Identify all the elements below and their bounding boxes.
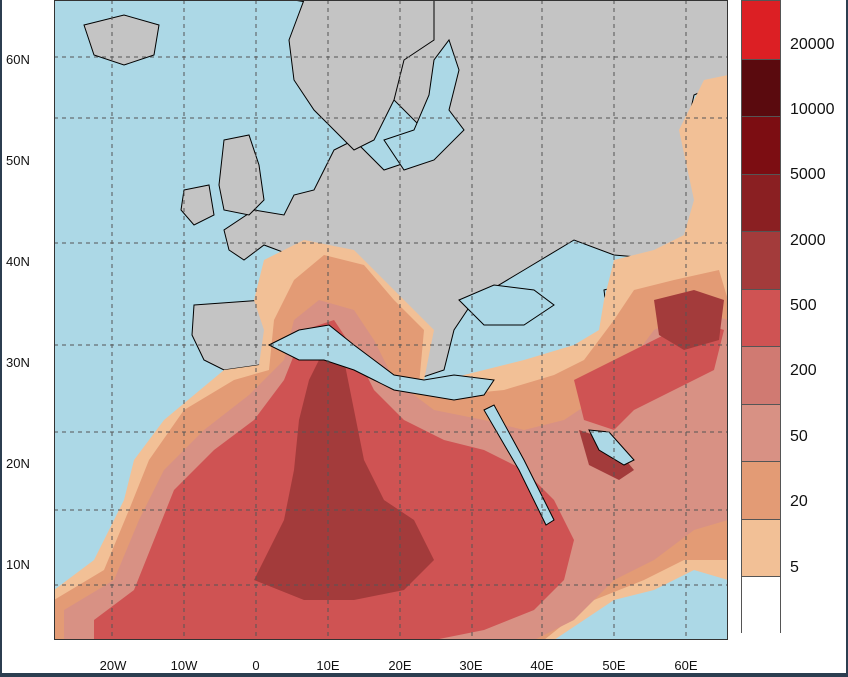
colorbar-segment <box>742 518 780 577</box>
lon-label-50e: 50E <box>602 658 626 673</box>
frame-edge-right <box>846 0 848 677</box>
colorbar-label-5: 5 <box>790 559 799 576</box>
lon-label-20e: 20E <box>388 658 412 673</box>
lat-label-10n: 10N <box>6 557 30 572</box>
land-ireland <box>180 184 215 226</box>
colorbar-segment <box>742 461 780 519</box>
lon-label-40e: 40E <box>530 658 554 673</box>
colorbar-segment <box>742 403 780 462</box>
lon-label-0: 0 <box>252 658 260 673</box>
dust-band-500 <box>254 350 434 600</box>
lon-label-30e: 30E <box>459 658 483 673</box>
lat-label-30n: 30N <box>6 355 30 370</box>
colorbar-segment <box>742 576 780 634</box>
persian-gulf <box>588 429 635 466</box>
red-sea <box>483 404 555 526</box>
frame-edge-left <box>0 0 2 677</box>
colorbar-label-500: 500 <box>790 297 817 314</box>
colorbar-label-10000: 10000 <box>790 101 835 118</box>
colorbar-label-2000: 2000 <box>790 232 826 249</box>
colorbar-label-50: 50 <box>790 428 808 445</box>
colorbar-label-200: 200 <box>790 362 817 379</box>
colorbar-segment <box>742 346 780 404</box>
graticule <box>54 0 728 640</box>
colorbar-segment <box>742 116 780 174</box>
colorbar-label-5000: 5000 <box>790 166 826 183</box>
lon-label-60e: 60E <box>674 658 698 673</box>
land-iceland <box>83 14 160 66</box>
lon-label-10w: 10W <box>170 658 198 673</box>
lat-label-20n: 20N <box>6 456 30 471</box>
mediterranean-sea <box>267 324 495 401</box>
map-panel <box>54 0 728 640</box>
lon-label-20w: 20W <box>99 658 127 673</box>
land-britain <box>218 134 265 216</box>
colorbar-segment <box>742 58 780 117</box>
lon-label-10e: 10E <box>316 658 340 673</box>
land-scandinavia <box>288 0 435 151</box>
colorbar-segment <box>742 173 780 232</box>
dust-concentration-map <box>54 0 728 640</box>
colorbar-segment <box>742 231 780 289</box>
lat-label-60n: 60N <box>6 52 30 67</box>
frame-edge-bottom <box>0 673 848 677</box>
colorbar <box>741 0 781 634</box>
lat-label-40n: 40N <box>6 254 30 269</box>
colorbar-label-20000: 20000 <box>790 36 835 53</box>
colorbar-segment <box>742 1 780 59</box>
baltic-sea <box>383 38 465 171</box>
colorbar-segment <box>742 288 780 347</box>
dust-band-500-east <box>654 290 724 350</box>
lat-label-50n: 50N <box>6 153 30 168</box>
black-sea <box>458 284 555 326</box>
colorbar-label-20: 20 <box>790 493 808 510</box>
